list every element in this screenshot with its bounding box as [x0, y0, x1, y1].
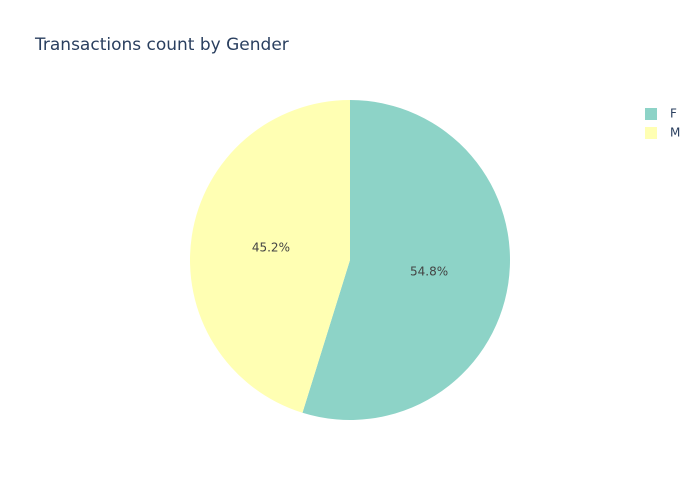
data-label: 45.2% [252, 240, 290, 254]
pie-slice [302, 100, 511, 420]
chart-title: Transactions count by Gender [34, 35, 289, 55]
legend-label: M [670, 126, 680, 140]
pie-slice [190, 100, 350, 413]
data-label: 54.8% [410, 265, 448, 279]
legend-swatch [645, 108, 657, 120]
legend-swatch [645, 127, 657, 139]
legend-label: F [670, 107, 677, 121]
